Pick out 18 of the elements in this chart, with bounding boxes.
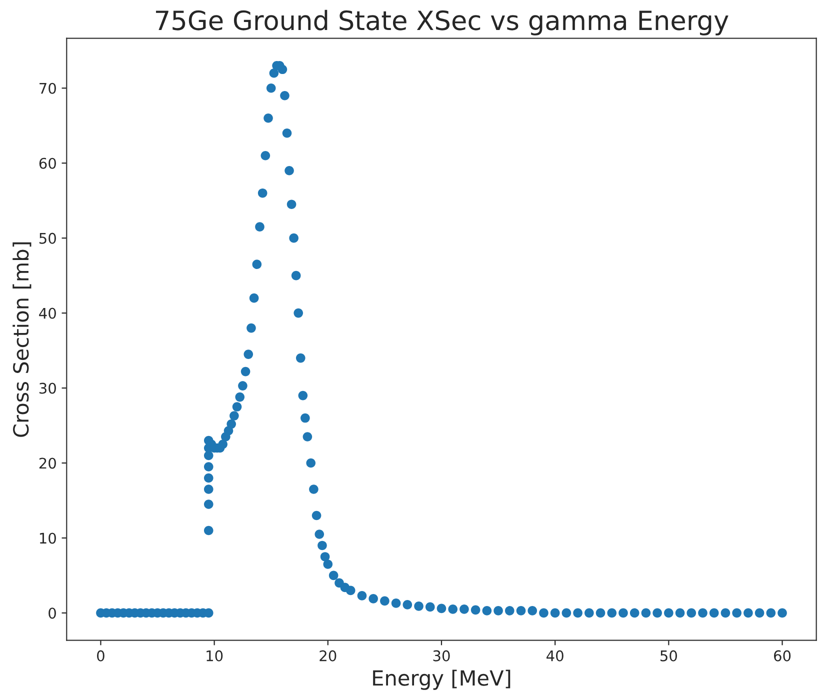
x-tick-label: 20	[320, 650, 336, 662]
x-tick-label: 30	[433, 650, 450, 662]
x-tick-label: 50	[660, 650, 677, 662]
y-tick-label: 30	[39, 382, 56, 394]
x-tick-label: 60	[774, 650, 791, 662]
y-tick-label: 0	[48, 608, 56, 619]
x-tick-label: 10	[206, 650, 223, 662]
y-tick-label: 40	[39, 308, 56, 319]
y-tick-label: 50	[39, 232, 56, 244]
x-tick-label: 0	[97, 650, 104, 662]
chart-title: 75Ge Ground State XSec vs gamma Energy	[156, 10, 728, 36]
x-axis-title: Energy [MeV]	[373, 670, 510, 690]
x-tick-label: 40	[546, 650, 564, 662]
y-tick-label: 70	[40, 82, 56, 94]
y-tick-label: 20	[39, 458, 56, 469]
y-axis-title: Cross Section [mb]	[12, 242, 32, 437]
y-tick-label: 60	[39, 158, 56, 169]
y-tick-label: 10	[40, 532, 56, 544]
